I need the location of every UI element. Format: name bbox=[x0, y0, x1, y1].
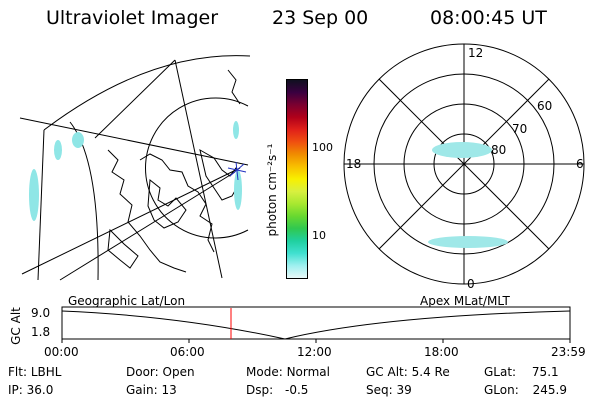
colorbar-tick-10: 10 bbox=[312, 229, 326, 242]
colorbar-tick-100: 100 bbox=[312, 141, 333, 154]
polar-diagonal-2 bbox=[378, 78, 550, 250]
aurora-oval-top bbox=[432, 142, 492, 158]
coastline-f bbox=[227, 69, 241, 105]
status-dsp: Dsp: -0.5 bbox=[246, 383, 309, 397]
subsatellite-marker bbox=[227, 161, 247, 181]
coastline-a bbox=[107, 149, 187, 273]
aurora-patch-map-2 bbox=[54, 140, 62, 160]
polar-label-12: 12 bbox=[468, 46, 484, 60]
timeline-y-bottom: 1.8 bbox=[31, 325, 51, 339]
timeline-tick-label-0: 00:00 bbox=[44, 345, 79, 359]
polar-label-60: 60 bbox=[537, 99, 553, 113]
timeline-tick-label-1: 06:00 bbox=[170, 345, 205, 359]
date-label: 23 Sep 00 bbox=[272, 7, 369, 29]
aurora-patch-map-1 bbox=[29, 169, 39, 221]
map-grid-lon-line-3 bbox=[174, 59, 223, 279]
map-grid-polar-circle bbox=[145, 97, 249, 239]
coastline-b bbox=[139, 153, 215, 253]
colorbar bbox=[286, 79, 308, 279]
polar-label-18: 18 bbox=[346, 157, 362, 171]
map-grid-inner-arc bbox=[69, 121, 99, 281]
aurora-patch-map-4 bbox=[234, 170, 242, 210]
polar-label-6: 6 bbox=[576, 157, 584, 171]
timeline-left-title: Geographic Lat/Lon bbox=[68, 294, 186, 308]
page-title: Ultraviolet Imager bbox=[46, 7, 219, 29]
timeline-tick-label-2: 12:00 bbox=[297, 345, 332, 359]
map-grid-lon-line-1 bbox=[19, 117, 249, 166]
map-grid-outer-arc bbox=[43, 55, 251, 131]
status-mode: Mode: Normal bbox=[246, 365, 330, 379]
polar-label-80: 80 bbox=[491, 143, 507, 157]
map-grid-lon-line-5 bbox=[59, 171, 236, 281]
status-seq: Seq: 39 bbox=[366, 383, 412, 397]
status-gc-alt: GC Alt: 5.4 Re bbox=[366, 365, 450, 379]
map-grid-left-edge bbox=[37, 129, 45, 281]
timeline-tick-label-4: 23:59 bbox=[551, 345, 586, 359]
status-glat: GLat: 75.1 bbox=[484, 365, 559, 379]
aurora-oval-bottom bbox=[428, 236, 508, 248]
coastline-c bbox=[147, 179, 187, 229]
coastline-e bbox=[107, 228, 139, 269]
timeline-altitude-curve bbox=[61, 310, 571, 340]
timeline-tick-label-3: 18:00 bbox=[424, 345, 459, 359]
timeline-right-title: Apex MLat/MLT bbox=[420, 294, 510, 308]
status-gain: Gain: 13 bbox=[126, 383, 177, 397]
polar-label-0: 0 bbox=[467, 277, 475, 291]
status-glon: GLon: 245.9 bbox=[484, 383, 567, 397]
map-grid-lon-line-4 bbox=[21, 167, 241, 275]
map-grid-lon-line-2 bbox=[94, 59, 176, 139]
status-ip: IP: 36.0 bbox=[8, 383, 54, 397]
time-label: 08:00:45 UT bbox=[430, 7, 547, 29]
timeline-frame bbox=[61, 306, 571, 340]
timeline-y-top: 9.0 bbox=[31, 306, 51, 320]
status-door: Door: Open bbox=[126, 365, 195, 379]
status-flt: Flt: LBHL bbox=[8, 365, 62, 379]
aurora-patch-map-5 bbox=[233, 121, 239, 139]
aurora-patch-map-3 bbox=[72, 132, 84, 148]
polar-label-70: 70 bbox=[512, 122, 528, 136]
